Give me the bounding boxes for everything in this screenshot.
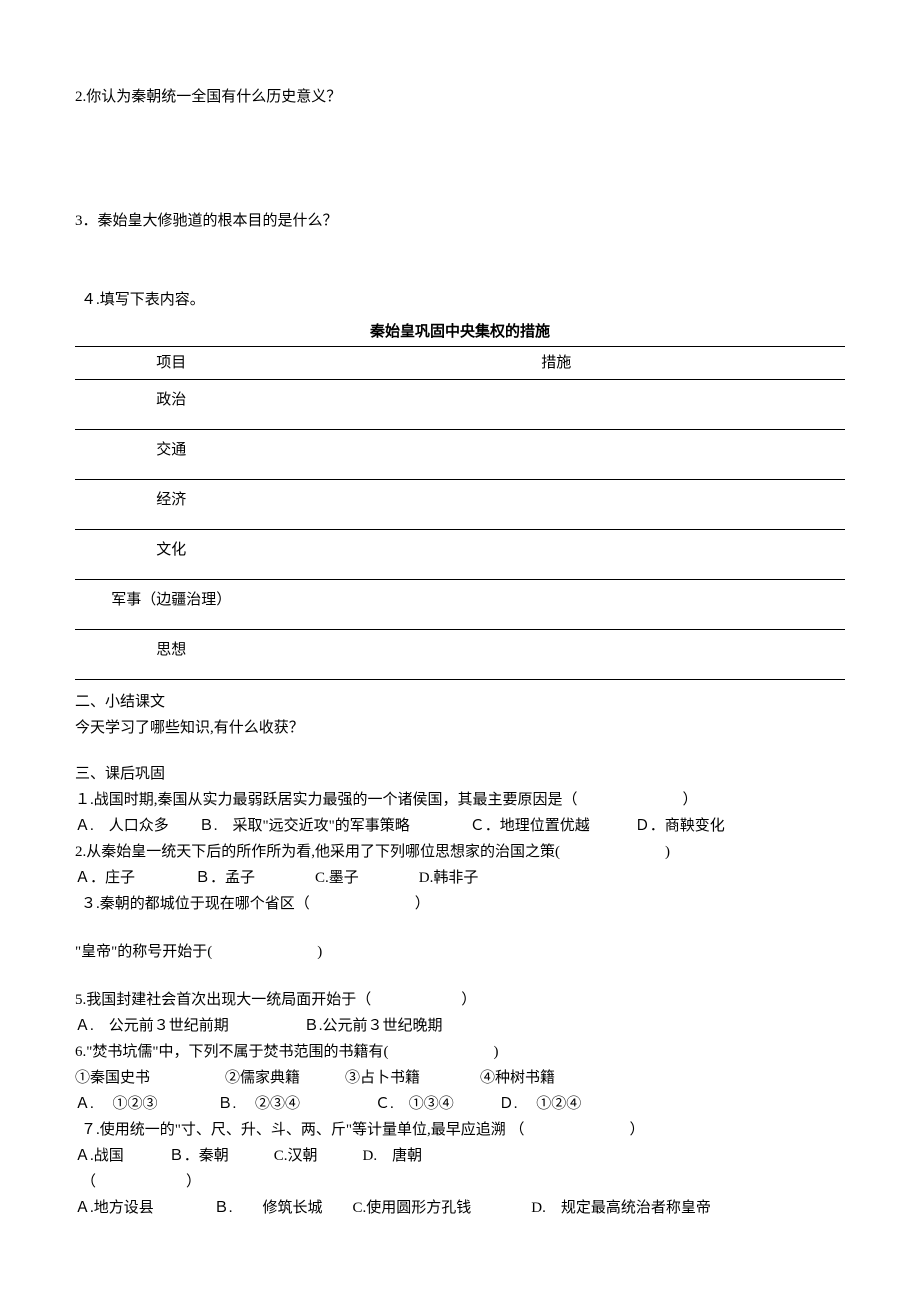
s3-q1-opts: Ａ. 人口众多 Ｂ. 采取"远交近攻"的军事策略 Ｃ．地理位置优越 Ｄ．商鞅变化 — [75, 814, 845, 838]
s3-q6-optsA: ①秦国史书 ②儒家典籍 ③占卜书籍 ④种树书籍 — [75, 1066, 845, 1090]
table-row-label: 政治 — [75, 380, 268, 430]
s3-q2: 2.从秦始皇一统天下后的所作所为看,他采用了下列哪位思想家的治国之策( ) — [75, 840, 845, 864]
table-row-value — [268, 530, 846, 580]
table-row: 军事（边疆治理） — [75, 580, 845, 630]
s3-q6: 6."焚书坑儒"中，下列不属于焚书范围的书籍有( ) — [75, 1040, 845, 1064]
table-row-label: 思想 — [75, 630, 268, 680]
s3-q5: 5.我国封建社会首次出现大一统局面开始于（ ） — [75, 988, 845, 1012]
table-header-row: 项目 措施 — [75, 347, 845, 380]
section-3-title: 三、课后巩固 — [75, 762, 845, 786]
table-row: 交通 — [75, 430, 845, 480]
s3-q4: "皇帝"的称号开始于( ) — [75, 940, 845, 964]
table-row-label: 交通 — [75, 430, 268, 480]
table-header-col2: 措施 — [268, 347, 846, 380]
section-2-text: 今天学习了哪些知识,有什么收获？ — [75, 716, 845, 740]
s3-q5-opts: Ａ. 公元前３世纪前期 Ｂ.公元前３世纪晚期 — [75, 1014, 845, 1038]
s3-q3: ３.秦朝的都城位于现在哪个省区（ ） — [75, 892, 845, 916]
table-row-value — [268, 380, 846, 430]
section-3: 三、课后巩固 １.战国时期,秦国从实力最弱跃居实力最强的一个诸侯国，其最主要原因… — [75, 762, 845, 1220]
table-row-value — [268, 580, 846, 630]
section-2-title: 二、小结课文 — [75, 690, 845, 714]
s3-q7-opts: Ａ.战国 Ｂ．秦朝 C.汉朝 D. 唐朝 — [75, 1144, 845, 1168]
s3-q8-opts: Ａ.地方设县 Ｂ. 修筑长城 C.使用圆形方孔钱 D. 规定最高统治者称皇帝 — [75, 1196, 845, 1220]
table-row: 思想 — [75, 630, 845, 680]
measures-table: 项目 措施 政治 交通 经济 文化 军事（边疆治理） 思想 — [75, 346, 845, 680]
table-row: 文化 — [75, 530, 845, 580]
table-row-label: 经济 — [75, 480, 268, 530]
question-4-prefix: ４.填写下表内容。 — [75, 292, 205, 308]
question-3: 3．秦始皇大修驰道的根本目的是什么？ — [75, 209, 845, 233]
table-row-value — [268, 630, 846, 680]
section-2: 二、小结课文 今天学习了哪些知识,有什么收获？ — [75, 690, 845, 740]
table-row-label: 文化 — [75, 530, 268, 580]
s3-q1: １.战国时期,秦国从实力最弱跃居实力最强的一个诸侯国，其最主要原因是（ ） — [75, 788, 845, 812]
table-row-label: 军事（边疆治理） — [75, 580, 268, 630]
s3-q7: ７.使用统一的"寸、尺、升、斗、两、斤"等计量单位,最早应追溯 （ ） — [75, 1118, 845, 1142]
table-row: 政治 — [75, 380, 845, 430]
table-row-value — [268, 480, 846, 530]
question-2-text: 2.你认为秦朝统一全国有什么历史意义？ — [75, 89, 341, 105]
table-row-value — [268, 430, 846, 480]
question-4: ４.填写下表内容。 秦始皇巩固中央集权的措施 项目 措施 政治 交通 经济 文化… — [75, 288, 845, 680]
table-header-col1: 项目 — [75, 347, 268, 380]
s3-q8: （ ） — [75, 1170, 845, 1194]
table-row: 经济 — [75, 480, 845, 530]
question-2: 2.你认为秦朝统一全国有什么历史意义？ — [75, 85, 845, 109]
table-title: 秦始皇巩固中央集权的措施 — [75, 320, 845, 344]
s3-q6-optsB: Ａ. ①②③ Ｂ. ②③④ Ｃ. ①③④ Ｄ. ①②④ — [75, 1092, 845, 1116]
question-3-text: 3．秦始皇大修驰道的根本目的是什么？ — [75, 213, 338, 229]
s3-q2-opts: Ａ．庄子 Ｂ．孟子 C.墨子 D.韩非子 — [75, 866, 845, 890]
